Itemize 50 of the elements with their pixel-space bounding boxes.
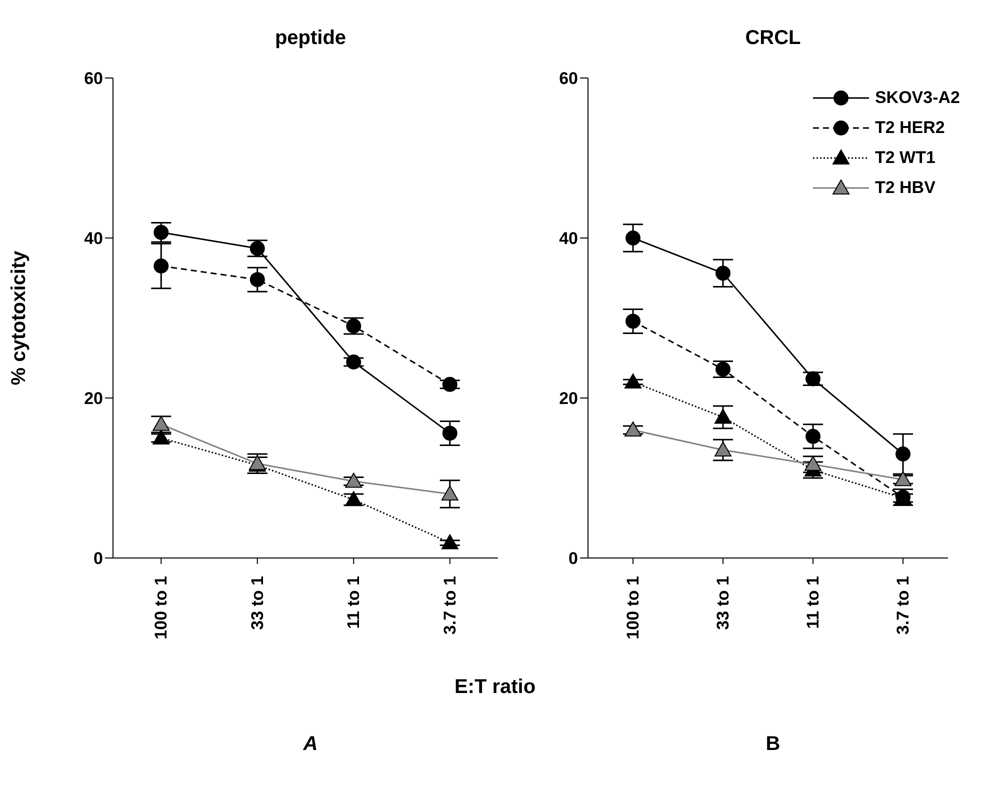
point — [624, 374, 642, 388]
text: A — [302, 733, 319, 756]
point — [716, 266, 730, 281]
chart-title: CRCL — [744, 26, 802, 51]
point — [345, 491, 362, 506]
text: B — [764, 733, 782, 756]
x-tick-label: 3.7 to 1 — [440, 576, 460, 635]
chart-title: peptide — [274, 26, 348, 51]
legend-label: T2 HER2 — [874, 118, 945, 138]
point — [714, 442, 732, 456]
legend-label: T2 HBV — [874, 178, 936, 198]
y-tick-label: 20 — [559, 389, 578, 408]
point — [345, 472, 362, 488]
point — [894, 471, 912, 486]
point — [152, 416, 170, 431]
x-axis-title: E:T ratio — [453, 676, 537, 699]
y-tick-label: 40 — [559, 229, 578, 248]
point — [154, 258, 169, 274]
point — [806, 428, 820, 444]
x-tick-label: 11 to 1 — [344, 576, 364, 629]
x-tick-label: 100 to 1 — [624, 576, 642, 640]
y-tick-label: 40 — [84, 229, 103, 248]
point — [441, 534, 458, 550]
point — [442, 376, 458, 392]
point — [624, 422, 642, 436]
point — [250, 272, 265, 288]
y-tick-label: 0 — [94, 549, 103, 568]
legend-label: SKOV3-A2 — [874, 88, 960, 108]
point — [441, 486, 458, 500]
x-tick-label: 33 to 1 — [714, 576, 732, 630]
x-tick-label: 100 to 1 — [152, 576, 171, 640]
point — [442, 426, 458, 441]
y-tick-label: 0 — [568, 549, 578, 568]
point — [346, 354, 362, 370]
point — [626, 314, 640, 329]
point — [716, 362, 730, 377]
y-tick-label: 20 — [84, 389, 103, 408]
point — [896, 446, 910, 462]
point — [714, 408, 732, 424]
x-tick-label: 3.7 to 1 — [894, 576, 912, 635]
point — [250, 240, 265, 256]
y-tick-label: 60 — [559, 69, 578, 88]
y-axis-title: % cytotoxicity — [8, 250, 30, 386]
x-tick-label: 33 to 1 — [248, 576, 267, 630]
point — [346, 318, 362, 334]
x-tick-label: 11 to 1 — [804, 576, 822, 629]
point — [806, 371, 820, 386]
legend-label: T2 WT1 — [874, 148, 936, 168]
point — [626, 230, 640, 246]
y-tick-label: 60 — [84, 69, 103, 88]
